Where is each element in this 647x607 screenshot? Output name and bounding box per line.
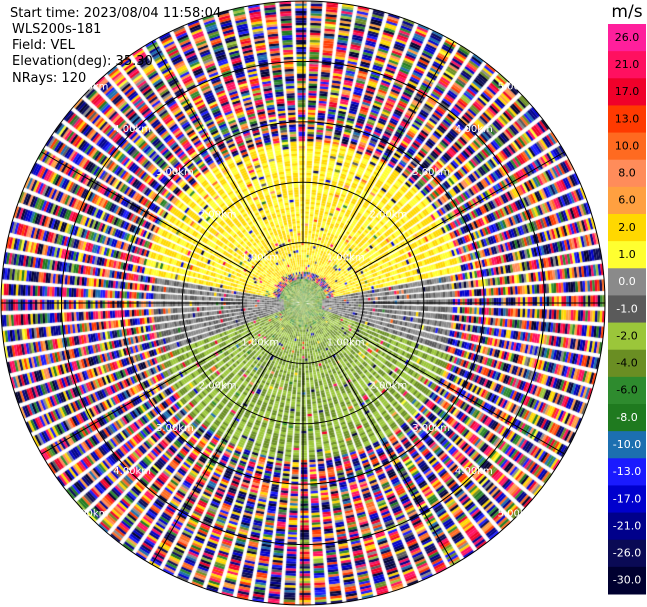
start-time-label: Start time: 2023/08/04 11:58:04 [10, 6, 222, 21]
azimuth-spoke [151, 41, 274, 251]
field-label: Field: VEL [12, 38, 75, 53]
azimuth-spoke [355, 332, 565, 455]
colorbar-swatch [608, 78, 646, 106]
colorbar-tick-label: -6.0 [616, 384, 637, 397]
azimuth-spoke [355, 151, 565, 274]
range-ring-label: 1.00km [241, 338, 279, 349]
range-ring-label: 5.00km [498, 509, 536, 520]
azimuth-spoke [332, 355, 455, 565]
colorbar-tick-label: -4.0 [616, 357, 637, 370]
colorbar-tick-label: 1.0 [618, 248, 636, 261]
colorbar-swatch [608, 458, 646, 486]
range-ring-label: 5.00km [71, 509, 109, 520]
colorbar-unit-label: m/s [611, 2, 642, 22]
range-ring-label: 5.00km [71, 81, 109, 92]
colorbar-tick-label: 26.0 [615, 31, 640, 44]
range-ring-label: 4.00km [455, 124, 493, 135]
colorbar-tick-label: 8.0 [618, 167, 636, 180]
colorbar-swatch [608, 566, 646, 595]
range-ring-label: 3.00km [412, 167, 450, 178]
colorbar-tick-label: 13.0 [615, 112, 640, 125]
colorbar-swatch [608, 24, 646, 52]
range-ring-label: 2.00km [199, 210, 237, 221]
colorbar-swatch [608, 539, 646, 568]
colorbar-swatch [608, 512, 646, 541]
colorbar-tick-label: 17.0 [615, 85, 640, 98]
colorbar-swatch [608, 186, 646, 215]
range-ring-label: 2.00km [199, 380, 237, 391]
range-ring-label: 2.00km [370, 210, 408, 221]
range-ring-label: 1.00km [327, 252, 365, 263]
colorbar-tick-label: -2.0 [616, 329, 637, 342]
range-ring-label: 3.00km [156, 423, 194, 434]
colorbar-swatch [608, 485, 646, 514]
range-ring-label: 3.00km [156, 167, 194, 178]
colorbar-tick-label: -13.0 [613, 465, 641, 478]
colorbar-swatch [608, 376, 646, 405]
colorbar-swatch [608, 159, 646, 188]
range-ring-label: 4.00km [455, 466, 493, 477]
colorbar-swatch [608, 431, 646, 459]
colorbar-swatch [608, 349, 646, 378]
range-ring-label: 1.00km [241, 252, 279, 263]
colorbar-tick-label: -26.0 [613, 547, 641, 560]
colorbar-tick-label: 0.0 [618, 275, 636, 288]
colorbar-tick-label: 10.0 [615, 139, 640, 152]
nrays-label: NRays: 120 [12, 71, 87, 86]
range-ring-label: 1.00km [327, 338, 365, 349]
range-ring-label: 3.00km [412, 423, 450, 434]
colorbar-swatch [608, 241, 646, 269]
colorbar-tick-label: -21.0 [613, 519, 641, 532]
colorbar-swatch [608, 404, 646, 432]
colorbar-swatch [608, 268, 646, 296]
range-ring-label: 2.00km [370, 380, 408, 391]
range-ring-label: 4.00km [113, 124, 151, 135]
range-ring-label: 5.00km [498, 81, 536, 92]
azimuth-spoke [41, 332, 251, 455]
colorbar-tick-label: -17.0 [613, 492, 641, 505]
colorbar-swatch [608, 51, 646, 79]
elevation-label: Elevation(deg): 35.30 [12, 54, 153, 69]
colorbar-tick-label: 21.0 [615, 58, 640, 71]
azimuth-spoke [41, 151, 251, 274]
instrument-label: WLS200s-181 [12, 22, 102, 37]
colorbar-swatch [608, 295, 646, 324]
colorbar-swatch [608, 132, 646, 161]
colorbar-swatch [608, 322, 646, 351]
colorbar-tick-label: -1.0 [616, 302, 637, 315]
colorbar-tick-label: -30.0 [613, 574, 641, 587]
azimuth-spoke [151, 355, 274, 565]
colorbar-swatch [608, 214, 646, 242]
azimuth-spoke [332, 41, 455, 251]
colorbar-swatch [608, 105, 646, 134]
colorbar-tick-label: 2.0 [618, 221, 636, 234]
colorbar-tick-label: -10.0 [613, 438, 641, 451]
colorbar-tick-label: -8.0 [616, 411, 637, 424]
colorbar-tick-label: 6.0 [618, 194, 636, 207]
range-ring-label: 4.00km [113, 466, 151, 477]
